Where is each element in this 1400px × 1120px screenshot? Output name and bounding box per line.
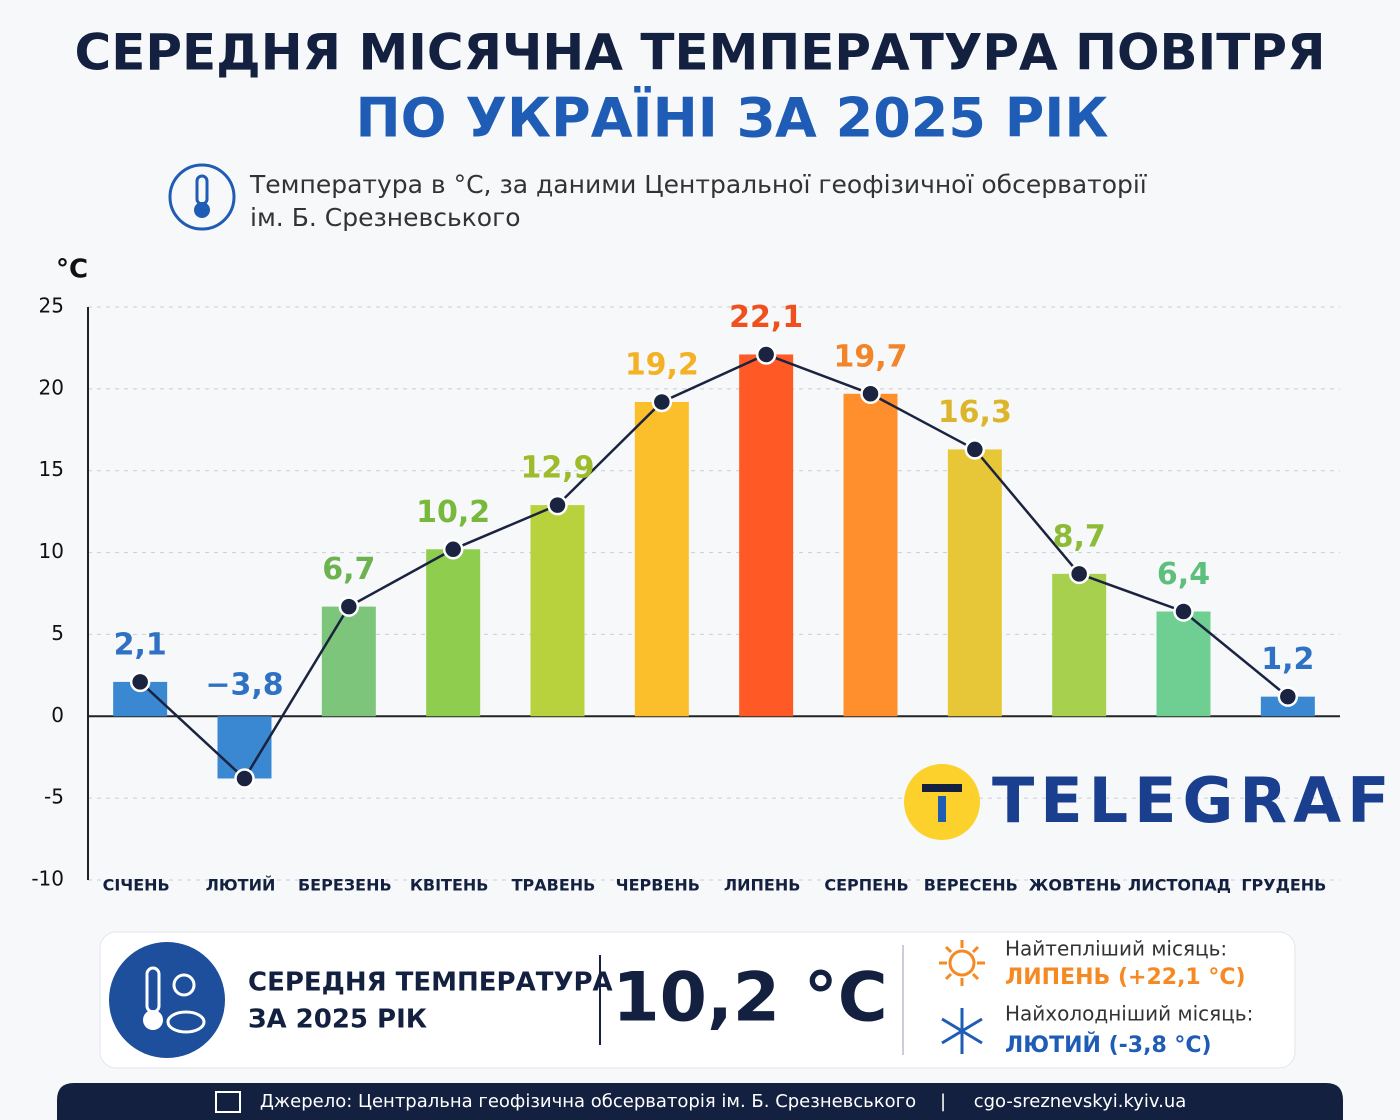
point	[234, 768, 255, 789]
logo-text: TELEGRAF	[992, 764, 1395, 837]
y-tick-label: 15	[39, 457, 64, 481]
footer-bar	[57, 1083, 1343, 1120]
x-tick-label: КВІТЕНЬ	[410, 876, 489, 895]
value-label: −3,8	[205, 668, 283, 703]
value-label: 6,7	[322, 552, 375, 587]
y-axis-unit: °C	[56, 255, 88, 285]
y-tick-label: -10	[31, 867, 64, 891]
value-label: 16,3	[938, 395, 1012, 430]
bar	[947, 449, 1002, 717]
value-label: 19,2	[625, 347, 699, 382]
trend-line	[139, 353, 1289, 781]
point	[1173, 601, 1194, 622]
value-label: 8,7	[1053, 519, 1106, 554]
bar	[1156, 611, 1211, 717]
y-tick-label: 0	[51, 703, 64, 727]
y-tick-label: 5	[51, 621, 64, 645]
footer-url: cgo-sreznevskyi.kyiv.ua	[974, 1091, 1187, 1112]
x-tick-label: ГРУДЕНЬ	[1241, 876, 1326, 895]
point	[547, 494, 568, 516]
x-tick-label: ЖОВТЕНЬ	[1029, 876, 1122, 895]
sun-icon	[939, 940, 985, 986]
y-tick-label: 20	[39, 375, 64, 399]
x-tick-label: ЛЮТИЙ	[206, 876, 276, 895]
summary-label: СЕРЕДНЯ ТЕМПЕРАТУРА	[248, 968, 613, 998]
coldest-value: ЛЮТИЙ (-3,8 °C)	[1005, 1032, 1212, 1058]
value-label: 2,1	[114, 627, 167, 662]
footer-source: Джерело: Центральна геофізична обсервато…	[260, 1091, 916, 1112]
bar	[530, 505, 585, 717]
snowflake-icon	[941, 1008, 983, 1054]
value-label: 12,9	[520, 451, 594, 486]
summary-icon	[109, 942, 225, 1058]
y-tick-label: 25	[39, 294, 64, 318]
title-line: СЕРЕДНЯ МІСЯЧНА ТЕМПЕРАТУРА ПОВІТРЯ	[75, 24, 1326, 82]
y-tick-label: 10	[39, 539, 64, 563]
point	[860, 383, 881, 405]
y-tick-label: -5	[44, 785, 64, 809]
bar	[426, 549, 481, 717]
building-icon	[215, 1091, 241, 1113]
value-label: 22,1	[729, 300, 803, 335]
x-tick-label: СЕРПЕНЬ	[824, 876, 908, 895]
bar	[1052, 573, 1107, 717]
point	[651, 391, 673, 413]
thermometer-icon	[168, 163, 236, 231]
logo: TELEGRAF	[904, 764, 1395, 840]
coldest-title: Найхолодніший місяць:	[1005, 1002, 1253, 1026]
plot: -10 -5 0 5 10 15 20 25 2,1 СІЧЕНЬ −3,8 ЛЮТИЙ 6,7 БЕРЕ…	[31, 294, 1340, 895]
bar	[843, 393, 898, 717]
footer-separator: |	[940, 1091, 946, 1112]
bar	[321, 606, 376, 717]
value-label: 6,4	[1157, 557, 1210, 592]
point	[755, 344, 777, 365]
point	[964, 439, 986, 460]
summary-box	[99, 931, 1296, 1069]
summary-value: 10,2 °C	[612, 959, 887, 1038]
subtitle: Температура в °C, за даними Центральної …	[249, 170, 1148, 199]
x-tick-label: ЧЕРВЕНЬ	[616, 876, 700, 895]
value-label: 10,2	[416, 495, 490, 530]
warmest-title: Найтепліший місяць:	[1005, 937, 1227, 961]
bar	[634, 401, 689, 717]
subtitle: ім. Б. Срезневського	[250, 203, 521, 232]
point	[338, 596, 360, 617]
x-tick-label: ВЕРЕСЕНЬ	[924, 876, 1018, 895]
value-label: 19,7	[833, 339, 907, 374]
point	[442, 539, 464, 560]
bar	[739, 354, 794, 717]
warmest-value: ЛИПЕНЬ (+22,1 °C)	[1005, 965, 1246, 990]
x-tick-label: ТРАВЕНЬ	[512, 876, 596, 895]
x-tick-label: СІЧЕНЬ	[103, 876, 170, 895]
value-label: 1,2	[1261, 642, 1314, 677]
summary-label: ЗА 2025 РІК	[248, 1005, 427, 1035]
point	[129, 671, 151, 693]
point	[1068, 563, 1090, 585]
x-tick-label: БЕРЕЗЕНЬ	[298, 876, 392, 895]
title-line: ПО УКРАЇНІ ЗА 2025 РІК	[355, 87, 1108, 150]
point	[1277, 686, 1299, 707]
x-tick-label: ЛИПЕНЬ	[724, 876, 801, 895]
x-tick-label: ЛИСТОПАД	[1128, 876, 1231, 895]
